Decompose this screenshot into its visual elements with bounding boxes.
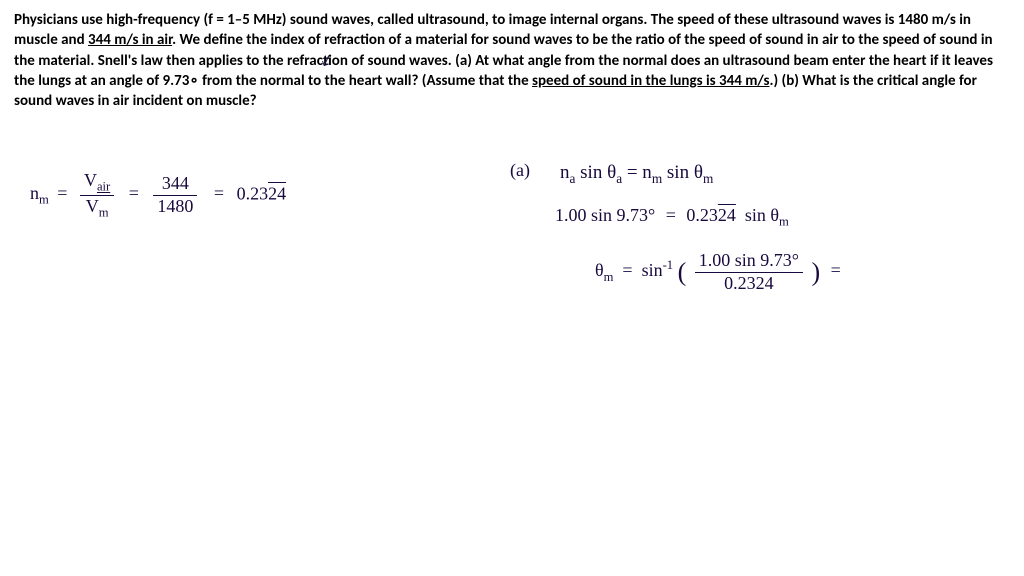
underlined-lung-speed: speed of sound in the lungs is 344 m/s [532,72,769,90]
theta-solve-equation: θm = sin-1 ( 1.00 sin 9.73° 0.2324 ) = [595,250,841,294]
inverse-sin-fraction: 1.00 sin 9.73° 0.2324 [695,250,803,294]
velocity-fraction: Vair Vm [80,170,114,220]
index-result: 0.2324 [237,183,287,203]
numeric-fraction: 344 1480 [153,173,197,217]
underlined-air-speed: 344 m/s in air [88,31,172,49]
equals-2: = [129,183,139,203]
equals-1: = [57,183,67,203]
n-symbol: nm [30,183,49,203]
index-equation: nm = Vair Vm = 344 1480 = 0.2324 [30,170,286,220]
problem-statement: Physicians use high-frequency (f = 1–5 M… [0,0,1024,117]
substituted-equation: 1.00 sin 9.73° = 0.2324 sin θm [555,205,789,230]
part-a-label: (a) [510,160,530,182]
equals-3: = [214,183,224,203]
snells-law-equation: na sin θa = nm sin θm [560,162,713,187]
